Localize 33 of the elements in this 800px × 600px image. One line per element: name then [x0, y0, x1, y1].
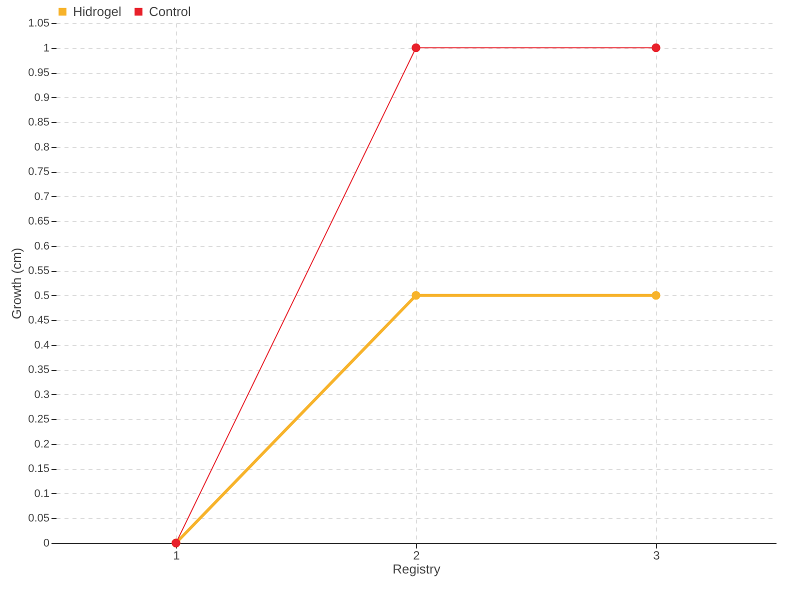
y-tick-label: 0.8 — [34, 141, 50, 154]
y-tick-label: 0.1 — [34, 488, 50, 500]
y-tick-label: 1 — [43, 42, 50, 54]
y-tick-label: 0.55 — [28, 265, 50, 278]
y-tick-label: 0.2 — [34, 438, 50, 450]
y-tick-label: 0 — [43, 538, 50, 550]
y-tick-label: 0.4 — [34, 339, 50, 352]
y-tick-label: 1.05 — [28, 18, 50, 30]
point — [412, 43, 420, 52]
y-tick-label: 0.35 — [28, 364, 50, 376]
y-tick-label: 0.65 — [28, 216, 50, 228]
x-tick-label: 3 — [653, 548, 660, 562]
y-axis-title: Growth (cm) — [9, 248, 24, 320]
point — [652, 43, 660, 52]
y-tick-label: 0.5 — [34, 290, 50, 302]
y-tick-label: 0.45 — [28, 314, 50, 327]
point — [652, 291, 660, 300]
y-tick-label: 0.95 — [28, 67, 50, 80]
legend-label: Control — [149, 4, 192, 19]
y-tick-label: 0.6 — [34, 240, 50, 252]
y-tick-label: 0.75 — [28, 166, 50, 178]
y-tick-label: 0.3 — [34, 388, 50, 401]
y-tick-label: 0.7 — [34, 190, 50, 203]
y-tick-label: 0.9 — [34, 92, 50, 104]
x-tick-label: 1 — [173, 548, 180, 562]
y-tick-label: 0.15 — [28, 463, 50, 476]
legend-label: Hidrogel — [73, 4, 122, 19]
y-tick-label: 0.05 — [28, 512, 50, 525]
x-tick-label: 2 — [413, 548, 420, 562]
x-axis-title: Registry — [392, 562, 441, 576]
y-tick-label: 0.25 — [28, 414, 50, 426]
point — [412, 291, 420, 300]
y-tick-label: 0.85 — [28, 116, 50, 129]
